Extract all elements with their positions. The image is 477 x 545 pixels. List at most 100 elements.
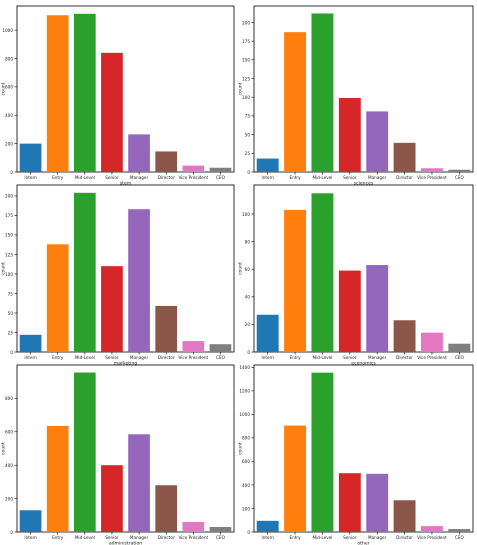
bar-director [393,500,416,532]
bar-vice-president [420,332,443,352]
y-tick-label: 1200 [239,389,250,394]
y-axis-label: count [1,82,7,95]
x-tick-label: Vice President [178,175,208,180]
y-tick-label: 200 [242,506,250,511]
bar-director [155,151,178,172]
y-tick-label: 125 [5,252,13,257]
y-tick-label: 200 [242,20,250,25]
x-tick-label: Director [396,175,413,180]
y-tick-label: 0 [247,350,250,355]
bar-manager [366,111,389,172]
chart-panel-marketing: 0 25 50 75 100 125 150 175 200 Intern Entry Mid-Lev… [1,184,235,367]
y-tick-label: 600 [5,430,13,435]
y-axis-label: count [238,442,244,455]
x-tick-label: Entry [289,175,301,180]
y-tick-label: 175 [242,39,250,44]
bar-entry [284,425,307,532]
y-tick-label: 200 [5,496,13,501]
y-tick-label: 1000 [239,412,250,417]
y-axis-label: count [238,82,244,95]
bar-vice-president [182,165,205,172]
y-tick-label: 60 [245,267,251,272]
axes-frame [253,364,474,533]
x-tick-label: Vice President [178,355,208,360]
x-axis-label: economics [351,361,376,367]
x-tick-label: CEO [216,355,226,360]
bar-mid-level [73,13,96,172]
x-tick-label: Intern [24,355,37,360]
chart-panel-sciences: 0 25 50 75 100 125 150 175 200 Intern Entry Mid-Lev… [238,5,474,187]
x-tick-label: Manager [130,175,149,180]
bar-vice-president [182,521,205,532]
bar-manager [366,265,389,352]
bar-intern [19,510,42,532]
x-tick-label: Mid-Level [75,175,95,180]
y-tick-label: 100 [242,95,250,100]
y-tick-label: 75 [8,291,14,296]
y-axis-label: count [238,262,244,275]
x-tick-label: Vice President [417,175,447,180]
y-tick-label: 20 [245,322,251,327]
y-tick-label: 125 [242,76,250,81]
bar-director [155,485,178,532]
y-tick-label: 600 [242,459,250,464]
x-tick-label: Mid-Level [312,355,332,360]
y-axis-label: count [1,442,7,455]
y-tick-label: 75 [245,114,251,119]
x-tick-label: Mid-Level [312,175,332,180]
bar-intern [256,520,279,532]
bar-senior [101,465,123,532]
bar-entry [46,15,69,172]
bar-entry [46,425,69,532]
x-tick-label: Senior [343,535,357,540]
bar-senior [338,270,361,352]
chart-panel-administration: 0 200 400 600 800 Intern Entry Mid-Level Senior M… [1,364,235,545]
x-tick-label: Director [158,175,175,180]
x-tick-label: Vice President [178,535,208,540]
bar-vice-president [420,526,443,532]
x-tick-label: Senior [105,535,119,540]
axes-frame [253,184,474,353]
x-tick-label: Senior [105,355,119,360]
axes-frame [16,184,235,353]
x-tick-label: Director [158,355,175,360]
y-tick-label: 0 [247,170,250,175]
bar-senior [101,266,123,352]
x-tick-label: Director [396,535,413,540]
x-tick-label: Director [158,535,175,540]
bar-ceo [209,344,232,352]
x-tick-label: Manager [130,535,149,540]
x-tick-label: CEO [216,175,226,180]
y-tick-label: 200 [5,194,13,199]
x-tick-label: Manager [130,355,149,360]
x-tick-label: Intern [24,535,37,540]
x-axis-label: stem [120,181,132,187]
x-tick-label: Intern [24,175,37,180]
y-tick-label: 400 [242,483,250,488]
bar-mid-level [311,13,334,172]
x-tick-label: Senior [105,175,119,180]
bar-ceo [448,529,471,532]
y-tick-label: 0 [10,530,13,535]
x-tick-label: Senior [343,175,357,180]
bar-ceo [209,526,232,532]
bar-mid-level [73,192,96,352]
bar-mid-level [311,372,334,532]
x-tick-label: Entry [52,355,64,360]
chart-panel-economics: 0 20 40 60 80 100 Intern Entry Mid-Level Senior Ma… [238,184,474,367]
x-tick-label: Manager [368,535,387,540]
y-tick-label: 0 [247,530,250,535]
x-tick-label: CEO [455,355,465,360]
x-tick-label: Director [396,355,413,360]
x-axis-label: other [357,541,369,545]
y-tick-label: 150 [5,233,13,238]
y-tick-label: 25 [8,330,14,335]
y-tick-label: 100 [5,272,13,277]
bar-mid-level [73,372,96,532]
x-tick-label: CEO [455,175,465,180]
x-tick-label: Vice President [417,535,447,540]
bar-director [393,142,416,172]
bar-intern [19,334,42,352]
y-tick-label: 200 [5,141,13,146]
x-tick-label: CEO [455,535,465,540]
